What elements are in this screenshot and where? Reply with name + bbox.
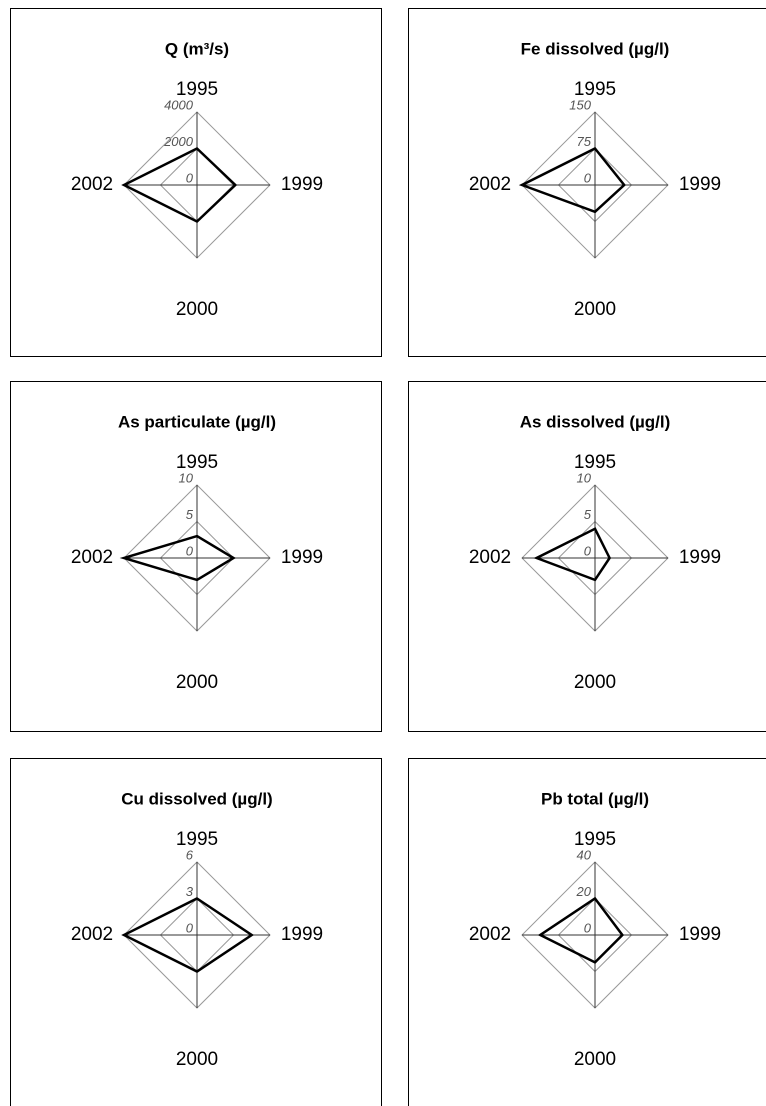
tick-label: 0 — [584, 543, 592, 558]
category-label: 1995 — [574, 452, 616, 473]
category-label: 2002 — [469, 547, 511, 568]
category-label: 2000 — [574, 299, 616, 320]
category-label: 2002 — [71, 547, 113, 568]
chart-title: Q (m³/s) — [165, 39, 229, 58]
chart-title: Pb total (µg/l) — [541, 789, 649, 808]
chart-title: As particulate (µg/l) — [118, 412, 276, 431]
category-label: 1999 — [281, 174, 323, 195]
category-label: 1999 — [679, 924, 721, 945]
tick-label: 75 — [577, 134, 592, 149]
tick-label: 0 — [584, 920, 592, 935]
data-polygon — [518, 146, 626, 214]
tick-label: 4000 — [164, 97, 194, 112]
tick-label: 0 — [186, 920, 194, 935]
data-polygon — [533, 527, 612, 582]
data-polygon — [121, 897, 255, 973]
category-label: 2000 — [574, 672, 616, 693]
category-label: 1995 — [574, 829, 616, 850]
tick-label: 5 — [584, 507, 592, 522]
category-label: 2000 — [176, 1049, 218, 1070]
chart-title: As dissolved (µg/l) — [520, 412, 671, 431]
tick-label: 0 — [584, 170, 592, 185]
category-label: 2000 — [176, 672, 218, 693]
chart-title: Cu dissolved (µg/l) — [121, 789, 272, 808]
data-polygon — [121, 146, 238, 224]
tick-label: 20 — [576, 884, 592, 899]
category-label: 1995 — [574, 79, 616, 100]
category-label: 2002 — [71, 924, 113, 945]
category-label: 2002 — [71, 174, 113, 195]
category-label: 1995 — [176, 452, 218, 473]
tick-label: 6 — [186, 847, 194, 862]
panel-frame — [408, 8, 766, 357]
tick-label: 10 — [577, 470, 592, 485]
category-label: 1995 — [176, 829, 218, 850]
tick-label: 10 — [179, 470, 194, 485]
category-label: 2000 — [574, 1049, 616, 1070]
tick-label: 40 — [577, 847, 592, 862]
panel-frame — [10, 381, 382, 732]
panel-frame — [408, 758, 766, 1106]
tick-label: 3 — [186, 884, 194, 899]
tick-label: 0 — [186, 543, 194, 558]
panel-frame — [10, 8, 382, 357]
category-label: 1999 — [679, 174, 721, 195]
category-label: 1995 — [176, 79, 218, 100]
category-label: 2002 — [469, 174, 511, 195]
data-polygon — [119, 534, 236, 582]
category-label: 2000 — [176, 299, 218, 320]
category-label: 1999 — [281, 924, 323, 945]
category-label: 1999 — [679, 547, 721, 568]
panel-frame — [408, 381, 766, 732]
data-polygon — [537, 896, 625, 964]
panel-frame — [10, 758, 382, 1106]
chart-title: Fe dissolved (µg/l) — [521, 39, 670, 58]
category-label: 2002 — [469, 924, 511, 945]
category-label: 1999 — [281, 547, 323, 568]
tick-label: 0 — [186, 170, 194, 185]
tick-label: 150 — [569, 97, 591, 112]
tick-label: 5 — [186, 507, 194, 522]
